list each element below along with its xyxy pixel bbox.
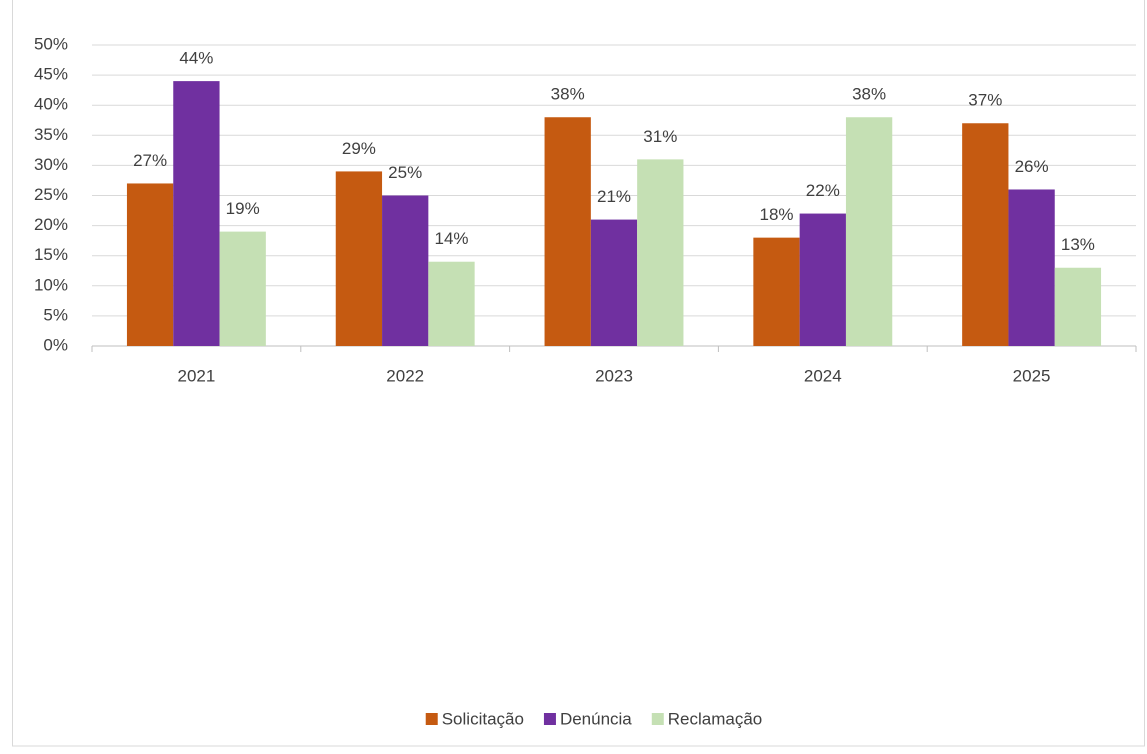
bar bbox=[544, 117, 591, 347]
chart-frame bbox=[12, 0, 1145, 747]
x-tick-label: 2022 bbox=[386, 366, 424, 385]
data-label: 29% bbox=[342, 139, 376, 158]
bar bbox=[590, 219, 638, 346]
data-label: 37% bbox=[968, 91, 1002, 110]
data-label: 18% bbox=[759, 205, 793, 224]
y-tick-label: 10% bbox=[34, 275, 68, 294]
bar bbox=[799, 213, 846, 346]
x-tick-label: 2025 bbox=[1013, 366, 1051, 385]
data-label: 22% bbox=[806, 181, 840, 200]
legend-label: Denúncia bbox=[560, 709, 632, 728]
bar bbox=[126, 183, 174, 346]
legend-swatch bbox=[425, 713, 438, 725]
x-tick-label: 2023 bbox=[595, 366, 633, 385]
y-tick-label: 0% bbox=[43, 335, 68, 354]
data-label: 25% bbox=[388, 163, 422, 182]
data-label: 13% bbox=[1061, 235, 1095, 254]
y-tick-label: 20% bbox=[34, 215, 68, 234]
y-tick-label: 30% bbox=[34, 155, 68, 174]
legend-swatch bbox=[543, 713, 556, 725]
y-tick-label: 5% bbox=[43, 305, 68, 324]
data-label: 27% bbox=[133, 151, 167, 170]
data-label: 14% bbox=[434, 229, 468, 248]
bar bbox=[173, 81, 220, 347]
data-label: 19% bbox=[226, 199, 260, 218]
y-tick-label: 40% bbox=[34, 95, 68, 114]
bar bbox=[962, 123, 1009, 346]
data-label: 38% bbox=[551, 85, 585, 104]
x-tick-label: 2024 bbox=[804, 366, 842, 385]
bar bbox=[428, 261, 475, 346]
data-label: 21% bbox=[597, 187, 631, 206]
y-tick-label: 45% bbox=[34, 65, 68, 84]
legend-label: Solicitação bbox=[442, 709, 524, 728]
data-label: 26% bbox=[1015, 157, 1049, 176]
bar bbox=[335, 171, 383, 346]
data-label: 44% bbox=[179, 49, 213, 68]
bar bbox=[637, 159, 684, 346]
x-tick-label: 2021 bbox=[177, 366, 215, 385]
y-tick-label: 35% bbox=[34, 125, 68, 144]
bar bbox=[382, 195, 429, 346]
bar bbox=[753, 237, 800, 346]
data-label: 31% bbox=[643, 127, 677, 146]
y-tick-label: 25% bbox=[34, 185, 68, 204]
y-tick-label: 50% bbox=[34, 34, 68, 53]
bar bbox=[1008, 189, 1055, 346]
legend-swatch bbox=[651, 713, 664, 725]
bar bbox=[1054, 267, 1102, 346]
bar bbox=[219, 231, 266, 346]
bar bbox=[845, 117, 893, 347]
y-tick-label: 15% bbox=[34, 245, 68, 264]
legend-label: Reclamação bbox=[668, 709, 763, 728]
data-label: 38% bbox=[852, 85, 886, 104]
